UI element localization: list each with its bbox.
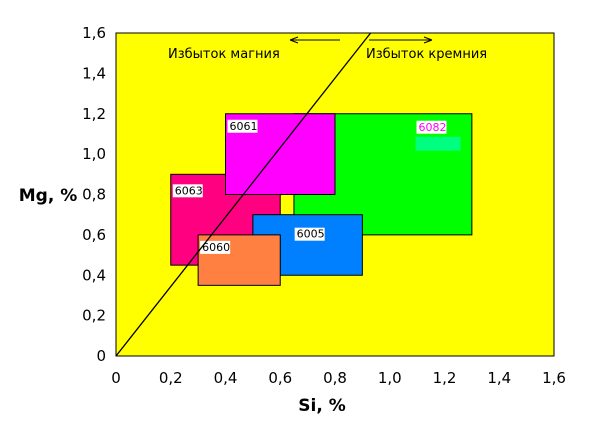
annotation-magnesium: Избыток магния: [168, 36, 340, 62]
y-tick-label: 0,4: [82, 266, 106, 284]
y-tick-label: 0,8: [82, 186, 106, 204]
alloy-label-6082: 6082: [418, 121, 446, 134]
alloy-label-bg-6061: [227, 119, 258, 133]
region-6082-marker: [415, 136, 461, 151]
x-tick-label: 1,6: [542, 369, 566, 387]
y-tick-label: 0: [96, 347, 106, 365]
y-axis-ticks: 0 0,2 0,4 0,6 0,8 1,0 1,2 1,4 1,6: [82, 24, 106, 365]
alloy-label-6061: 6061: [230, 120, 258, 133]
alloy-label-bg-6082: [416, 120, 447, 134]
x-tick-label: 1,4: [487, 369, 511, 387]
y-axis-title: Mg, %: [19, 186, 78, 206]
alloy-label-6060: 6060: [202, 241, 230, 254]
y-tick-label: 1,2: [82, 105, 106, 123]
x-tick-label: 1,0: [378, 369, 402, 387]
alloy-regions: [170, 113, 473, 286]
arrow-right-head: [423, 36, 433, 44]
x-tick-label: 0,8: [323, 369, 347, 387]
arrow-left-head: [289, 36, 299, 44]
annotation-silicon-label: Избыток кремния: [366, 47, 487, 62]
annotation-magnesium-label: Избыток магния: [168, 47, 280, 62]
alloy-label-6005: 6005: [297, 228, 325, 241]
y-tick-label: 1,4: [82, 64, 106, 82]
alloy-label-bg-6063: [172, 184, 203, 198]
alloy-label-bg-6060: [200, 240, 231, 254]
x-tick-label: 0,6: [268, 369, 292, 387]
y-tick-label: 1,0: [82, 145, 106, 163]
alloy-label-bg-6005: [294, 227, 325, 241]
alloy-labels: 6082 6063 6061 6005 6060: [172, 119, 461, 254]
stoichiometric-line: [115, 32, 372, 357]
x-tick-label: 0: [111, 369, 121, 387]
x-tick-label: 0,2: [159, 369, 183, 387]
x-axis-title: Si, %: [298, 396, 345, 416]
y-tick-label: 1,6: [82, 24, 106, 42]
y-tick-label: 0,6: [82, 226, 106, 244]
y-tick-label: 0,2: [82, 307, 106, 325]
x-axis-ticks: 0 0,2 0,4 0,6 0,8 1,0 1,2 1,4 1,6: [111, 369, 566, 387]
alloy-label-6063: 6063: [175, 184, 203, 197]
x-tick-label: 0,4: [214, 369, 238, 387]
annotation-silicon: Избыток кремния: [366, 36, 487, 62]
x-tick-label: 1,2: [433, 369, 457, 387]
